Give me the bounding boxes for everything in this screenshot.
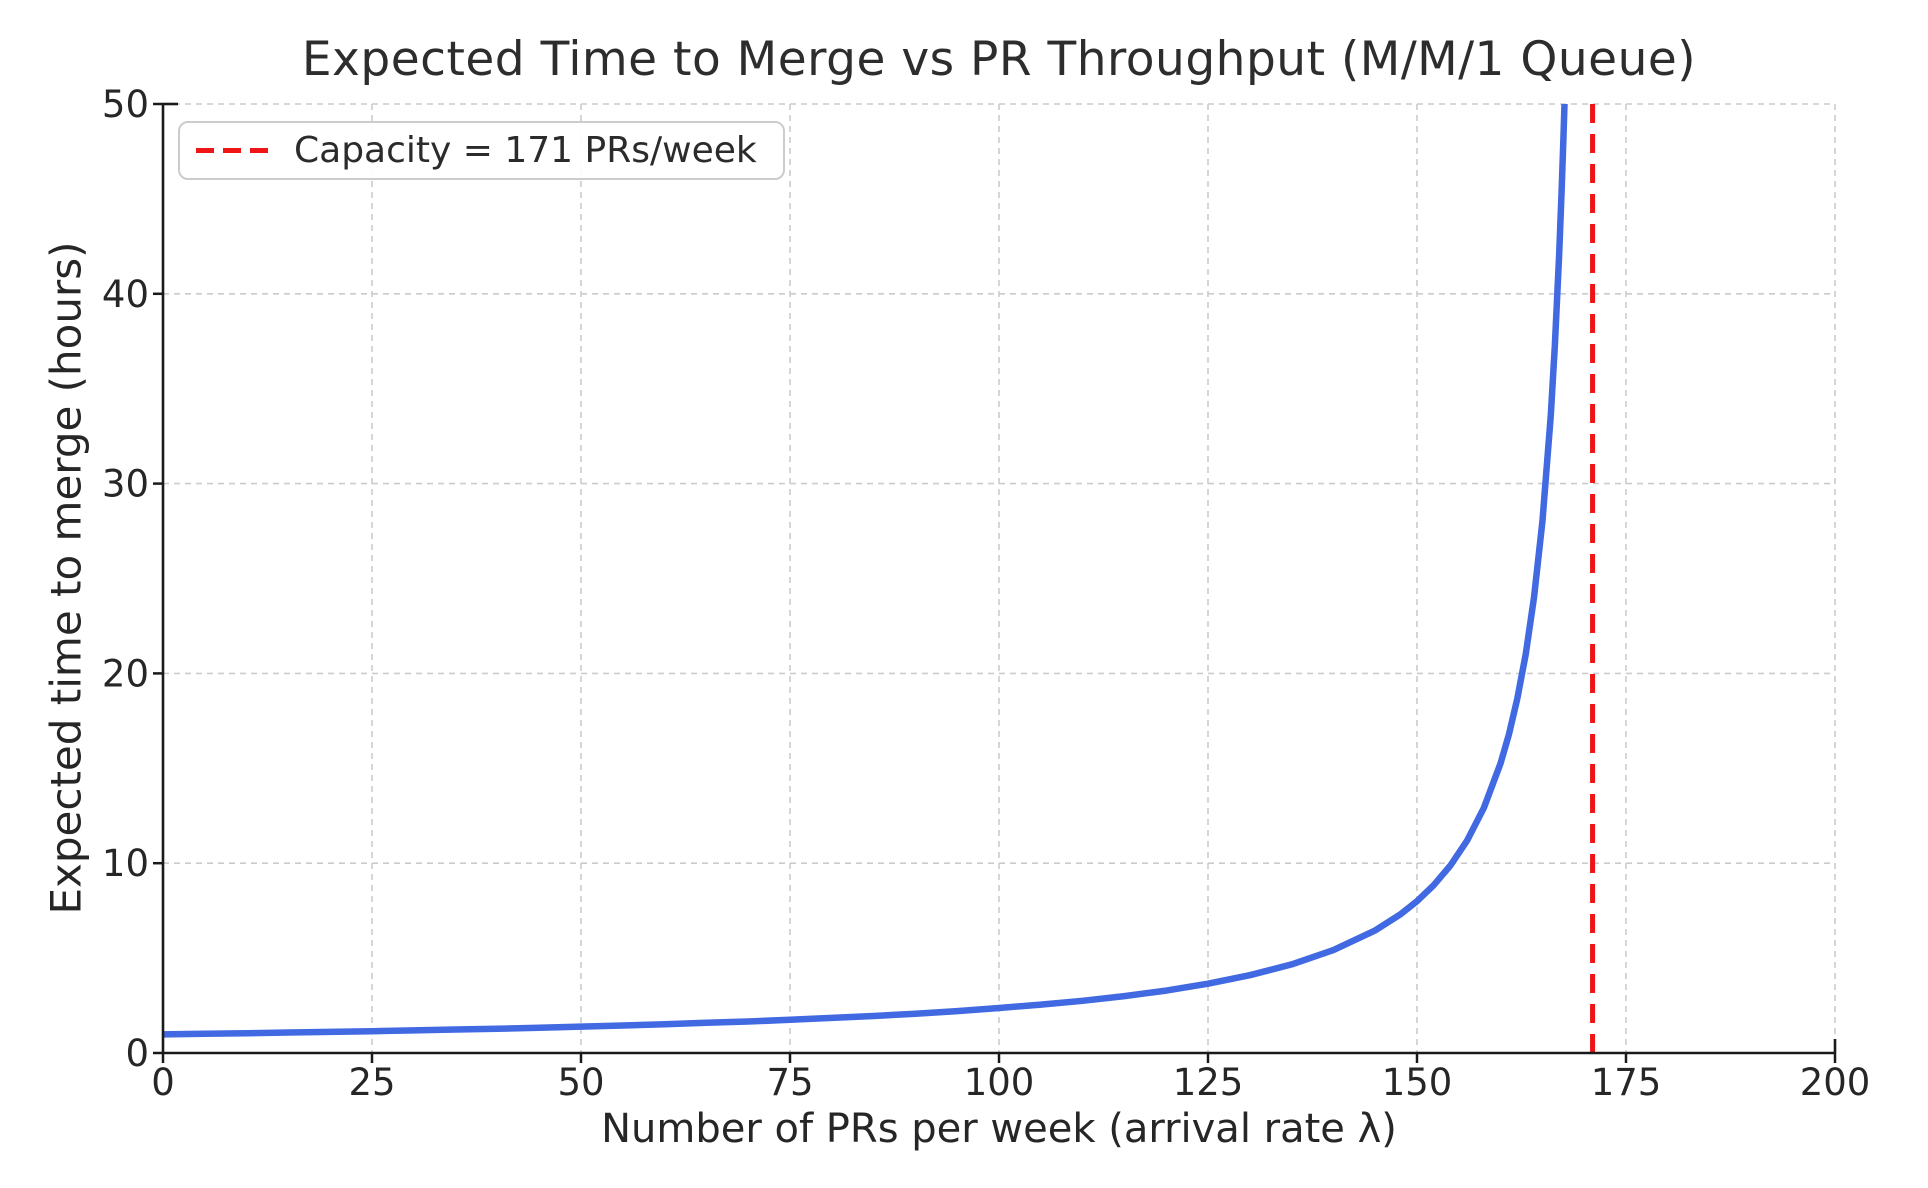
y-tick-label: 0 xyxy=(125,1032,149,1075)
x-tick-label: 75 xyxy=(766,1061,813,1104)
legend: Capacity = 171 PRs/week xyxy=(178,121,785,180)
y-axis-label: Expected time to merge (hours) xyxy=(41,241,91,915)
legend-dash xyxy=(196,148,214,153)
x-tick-label: 125 xyxy=(1173,1061,1244,1104)
legend-label: Capacity = 171 PRs/week xyxy=(294,130,757,171)
dashed-line-icon xyxy=(196,148,268,153)
x-tick-label: 200 xyxy=(1800,1061,1871,1104)
x-tick-label: 150 xyxy=(1382,1061,1453,1104)
x-tick-label: 175 xyxy=(1591,1061,1662,1104)
x-tick-label: 100 xyxy=(964,1061,1035,1104)
y-tick-label: 10 xyxy=(102,842,149,885)
chart-title: Expected Time to Merge vs PR Throughput … xyxy=(301,32,1697,87)
x-tick-label: 0 xyxy=(151,1061,175,1104)
legend-dash xyxy=(250,148,268,153)
x-tick-label: 50 xyxy=(557,1061,604,1104)
x-axis-label: Number of PRs per week (arrival rate λ) xyxy=(601,1106,1397,1152)
curve-line xyxy=(163,104,1568,1038)
y-tick-label: 30 xyxy=(102,463,149,506)
y-tick-label: 20 xyxy=(102,652,149,695)
legend-dash xyxy=(223,148,241,153)
x-tick-label: 25 xyxy=(348,1061,395,1104)
y-tick-label: 50 xyxy=(102,83,149,126)
y-tick-label: 40 xyxy=(102,273,149,316)
